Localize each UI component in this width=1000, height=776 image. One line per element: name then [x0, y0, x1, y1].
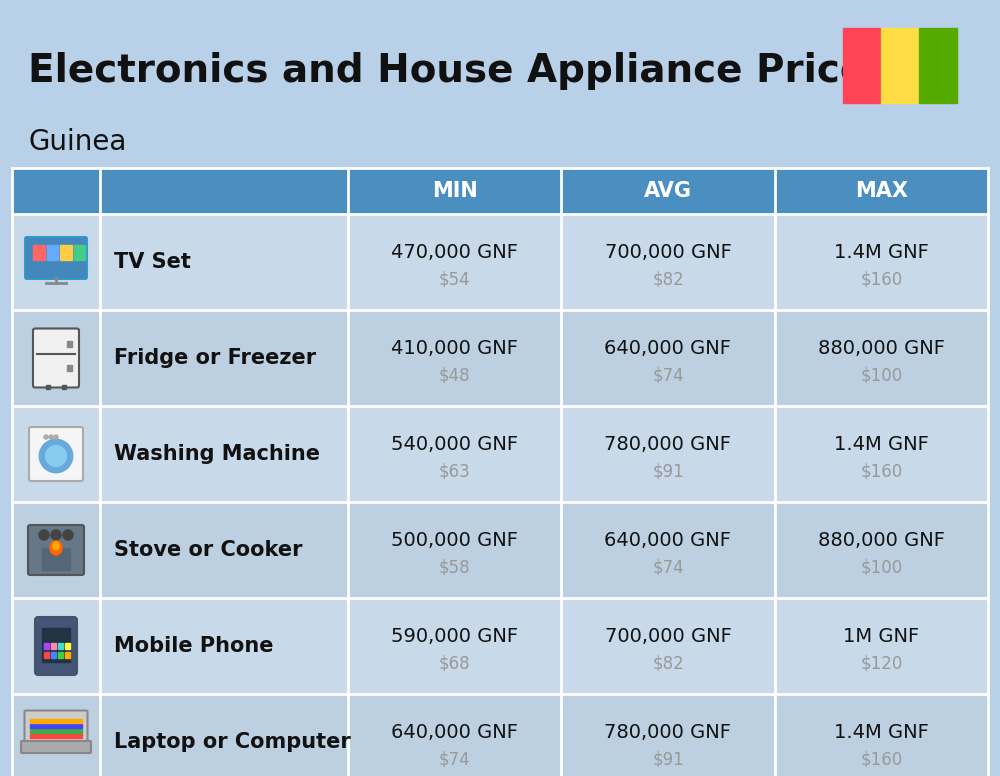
Bar: [881, 28, 919, 103]
Text: $74: $74: [439, 750, 470, 768]
FancyBboxPatch shape: [35, 617, 77, 675]
Text: 700,000 GNF: 700,000 GNF: [605, 243, 731, 262]
Bar: [919, 28, 957, 103]
Text: $58: $58: [439, 558, 470, 577]
FancyBboxPatch shape: [28, 525, 84, 575]
Text: 410,000 GNF: 410,000 GNF: [391, 339, 518, 358]
Text: $74: $74: [652, 366, 684, 384]
Bar: [65, 652, 70, 658]
Text: 780,000 GNF: 780,000 GNF: [604, 435, 732, 454]
Bar: [30, 724, 82, 728]
Text: $160: $160: [860, 750, 902, 768]
Circle shape: [39, 530, 49, 540]
Text: TV Set: TV Set: [114, 252, 191, 272]
Text: $100: $100: [860, 366, 902, 384]
Bar: [65, 643, 70, 649]
Bar: [44, 643, 49, 649]
Bar: [12, 310, 988, 406]
Circle shape: [51, 530, 61, 540]
Bar: [58, 643, 63, 649]
Bar: [30, 719, 82, 723]
Text: MAX: MAX: [855, 181, 908, 201]
Bar: [30, 729, 82, 733]
Circle shape: [54, 435, 58, 439]
Bar: [44, 652, 49, 658]
Bar: [12, 406, 988, 502]
Bar: [12, 694, 988, 776]
Bar: [843, 28, 881, 103]
Bar: [46, 384, 50, 389]
Text: $160: $160: [860, 270, 902, 288]
Bar: [67, 365, 72, 371]
Bar: [67, 341, 72, 347]
Bar: [12, 598, 988, 694]
Text: 640,000 GNF: 640,000 GNF: [391, 723, 518, 742]
Text: 640,000 GNF: 640,000 GNF: [604, 531, 732, 550]
FancyBboxPatch shape: [33, 328, 79, 387]
Text: MIN: MIN: [432, 181, 478, 201]
Bar: [42, 548, 70, 570]
Bar: [60, 244, 72, 260]
FancyBboxPatch shape: [29, 427, 83, 481]
Text: $100: $100: [860, 558, 902, 577]
FancyBboxPatch shape: [21, 741, 91, 753]
Circle shape: [40, 440, 72, 472]
Text: $54: $54: [439, 270, 470, 288]
Bar: [42, 628, 70, 662]
Text: 700,000 GNF: 700,000 GNF: [605, 627, 731, 646]
Bar: [12, 214, 988, 310]
Bar: [51, 643, 56, 649]
Ellipse shape: [53, 542, 59, 550]
Text: Guinea: Guinea: [28, 128, 126, 156]
Text: $82: $82: [652, 270, 684, 288]
Bar: [74, 244, 85, 260]
Text: Laptop or Computer: Laptop or Computer: [114, 732, 351, 752]
FancyBboxPatch shape: [25, 237, 87, 279]
Text: 1.4M GNF: 1.4M GNF: [834, 243, 929, 262]
Text: $74: $74: [652, 558, 684, 577]
Text: $68: $68: [439, 654, 470, 672]
Text: 1M GNF: 1M GNF: [843, 627, 919, 646]
Text: $63: $63: [439, 462, 471, 480]
Text: $91: $91: [652, 750, 684, 768]
Text: Stove or Cooker: Stove or Cooker: [114, 540, 302, 560]
Text: 640,000 GNF: 640,000 GNF: [604, 339, 732, 358]
Text: AVG: AVG: [644, 181, 692, 201]
Ellipse shape: [50, 541, 62, 555]
Text: 880,000 GNF: 880,000 GNF: [818, 531, 945, 550]
Text: 470,000 GNF: 470,000 GNF: [391, 243, 518, 262]
Text: 1.4M GNF: 1.4M GNF: [834, 435, 929, 454]
Bar: [58, 652, 63, 658]
FancyBboxPatch shape: [24, 711, 88, 743]
Text: 880,000 GNF: 880,000 GNF: [818, 339, 945, 358]
Bar: [47, 244, 58, 260]
Circle shape: [44, 435, 48, 439]
Text: 780,000 GNF: 780,000 GNF: [604, 723, 732, 742]
Text: Mobile Phone: Mobile Phone: [114, 636, 274, 656]
Bar: [30, 734, 82, 738]
Bar: [51, 652, 56, 658]
Bar: [62, 384, 66, 389]
Text: $160: $160: [860, 462, 902, 480]
Text: Fridge or Freezer: Fridge or Freezer: [114, 348, 316, 368]
Bar: [12, 168, 988, 214]
Text: 540,000 GNF: 540,000 GNF: [391, 435, 518, 454]
Bar: [12, 502, 988, 598]
Text: 1.4M GNF: 1.4M GNF: [834, 723, 929, 742]
Circle shape: [46, 446, 66, 466]
Text: $48: $48: [439, 366, 470, 384]
Text: 590,000 GNF: 590,000 GNF: [391, 627, 518, 646]
Circle shape: [63, 530, 73, 540]
Text: $91: $91: [652, 462, 684, 480]
Text: Electronics and House Appliance Prices: Electronics and House Appliance Prices: [28, 52, 889, 90]
Text: 500,000 GNF: 500,000 GNF: [391, 531, 518, 550]
Text: $82: $82: [652, 654, 684, 672]
Text: Washing Machine: Washing Machine: [114, 444, 320, 464]
Circle shape: [49, 435, 53, 439]
Bar: [33, 244, 45, 260]
Text: $120: $120: [860, 654, 903, 672]
